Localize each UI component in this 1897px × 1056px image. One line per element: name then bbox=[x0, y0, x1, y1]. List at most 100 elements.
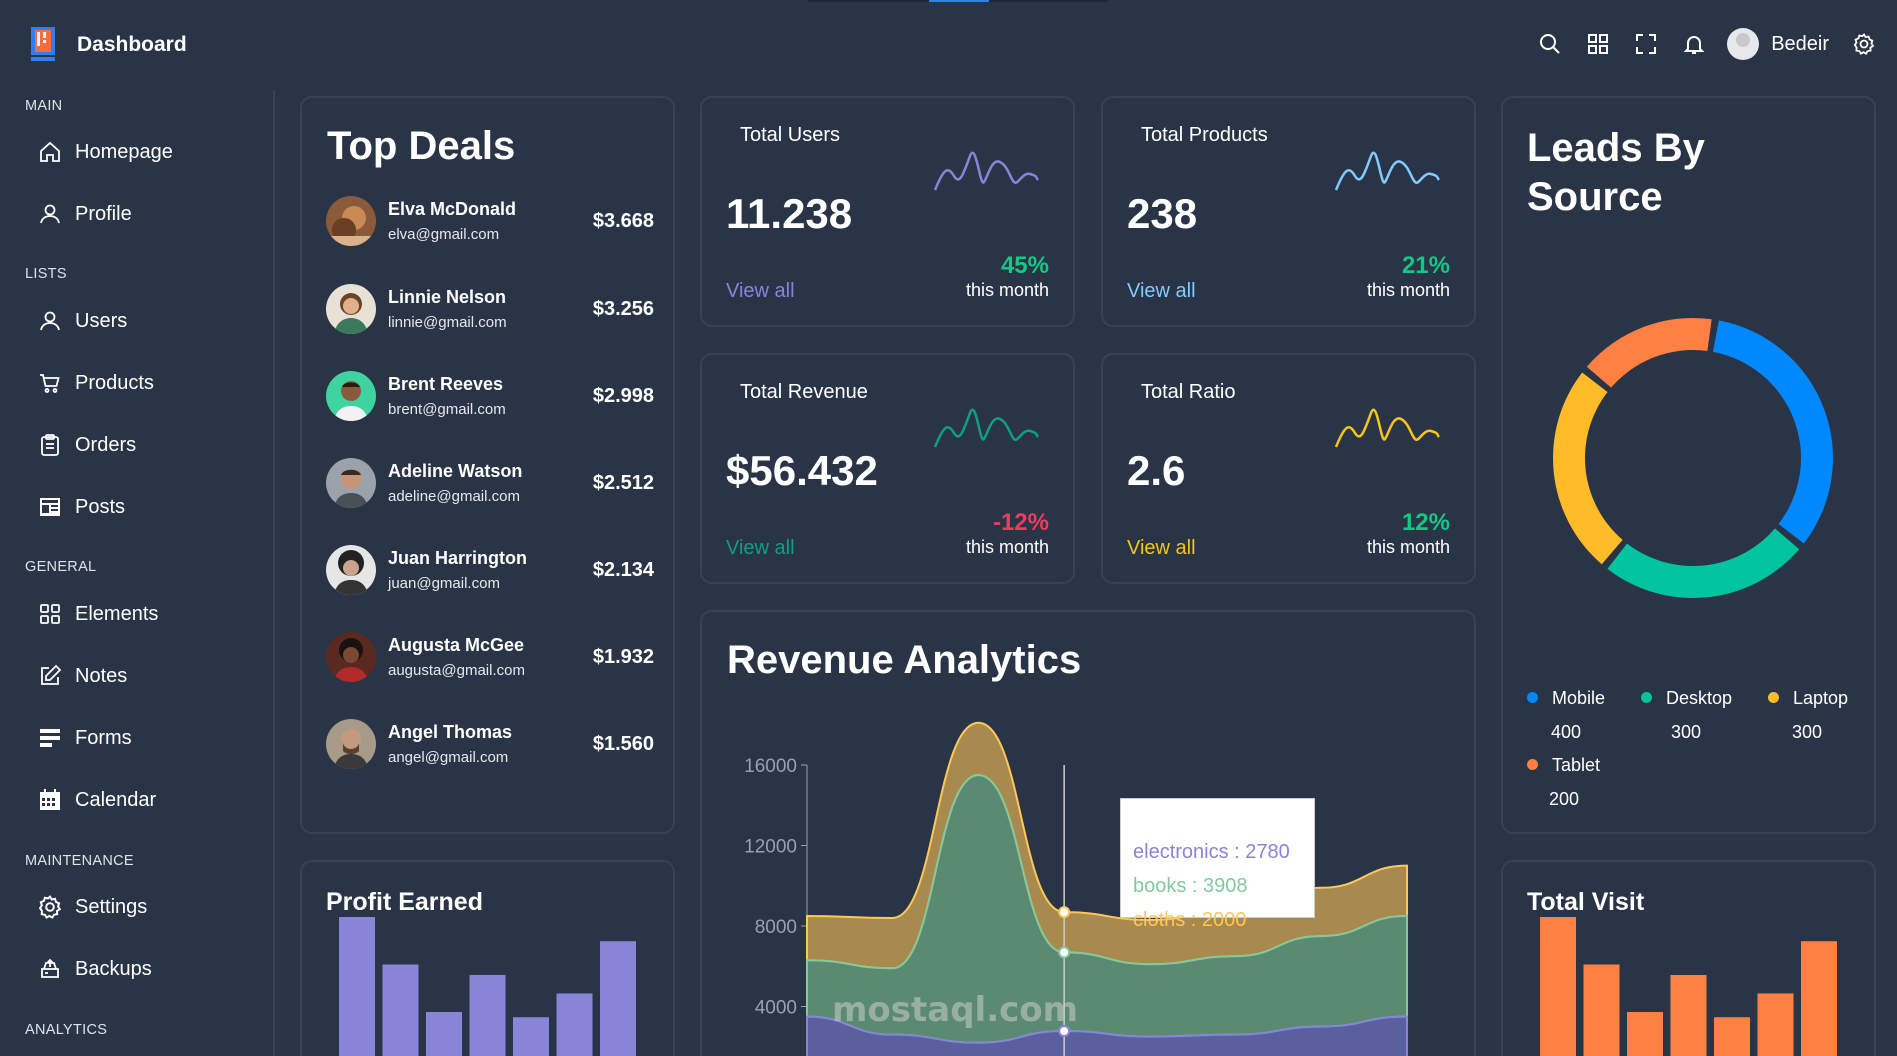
deal-amount: $2.512 bbox=[592, 472, 654, 494]
deal-amount: $1.560 bbox=[592, 733, 654, 755]
revenue-analytics-card: Revenue Analytics 4000 8000 12000 16000 mos… bbox=[700, 610, 1476, 1056]
sidebar-item-label: Notes bbox=[75, 664, 128, 687]
search-icon[interactable] bbox=[1535, 29, 1565, 59]
bar[interactable] bbox=[513, 1017, 549, 1056]
sidebar-item-calendar[interactable]: Calendar bbox=[36, 784, 156, 816]
stat-title: Total Users bbox=[740, 124, 841, 146]
hover-point-books bbox=[1058, 946, 1071, 959]
gear-icon[interactable] bbox=[1849, 29, 1879, 59]
deal-email: brent@gmail.com bbox=[388, 401, 506, 418]
top-loading-bar bbox=[808, 0, 1108, 2]
stat-percent: -12% bbox=[992, 509, 1049, 536]
legend-dot bbox=[1527, 692, 1538, 703]
list-item[interactable]: Elva McDonald elva@gmail.com $3.668 bbox=[326, 196, 654, 248]
sidebar: MAIN Homepage Profile LISTS Users Produc… bbox=[0, 90, 273, 1056]
user-icon bbox=[36, 200, 64, 228]
sidebar-item-backups[interactable]: Backups bbox=[36, 953, 152, 985]
legend-item-laptop: Laptop bbox=[1768, 688, 1848, 709]
tooltip-electronics: electronics : 2780 bbox=[1133, 841, 1290, 863]
stat-title: Total Products bbox=[1141, 124, 1268, 146]
avatar bbox=[326, 458, 376, 508]
bar[interactable] bbox=[1801, 941, 1837, 1056]
bar[interactable] bbox=[339, 917, 375, 1056]
sidebar-item-homepage[interactable]: Homepage bbox=[36, 136, 173, 168]
list-item[interactable]: Brent Reeves brent@gmail.com $2.998 bbox=[326, 371, 654, 423]
sidebar-item-label: Elements bbox=[75, 602, 159, 625]
sidebar-item-orders[interactable]: Orders bbox=[36, 429, 136, 461]
logo-icon bbox=[31, 27, 55, 61]
sidebar-item-forms[interactable]: Forms bbox=[36, 722, 132, 754]
list-item[interactable]: Angel Thomas angel@gmail.com $1.560 bbox=[326, 719, 654, 771]
bar[interactable] bbox=[1714, 1017, 1750, 1056]
donut-slice-tablet[interactable] bbox=[1586, 318, 1712, 388]
avatar bbox=[326, 719, 376, 769]
stat-card-products: Total Products 238 View all 21% this mon… bbox=[1101, 96, 1476, 327]
top-deals-title: Top Deals bbox=[327, 124, 516, 168]
list-item[interactable]: Linnie Nelson linnie@gmail.com $3.256 bbox=[326, 284, 654, 336]
bar[interactable] bbox=[556, 993, 593, 1056]
avatar bbox=[326, 284, 376, 334]
deal-name: Elva McDonald bbox=[388, 199, 517, 219]
sidebar-item-label: Orders bbox=[75, 433, 137, 456]
sidebar-item-posts[interactable]: Posts bbox=[36, 491, 125, 523]
user-avatar[interactable] bbox=[1727, 28, 1760, 60]
stat-period: this month bbox=[1366, 537, 1450, 557]
chart-tooltip: electronics : 2780 books : 3908 cloths :… bbox=[1120, 798, 1315, 931]
bar[interactable] bbox=[1670, 974, 1707, 1056]
view-all-link[interactable]: View all bbox=[1127, 280, 1196, 302]
revenue-title: Revenue Analytics bbox=[727, 638, 1082, 682]
deal-amount: $2.134 bbox=[592, 559, 654, 581]
sidebar-item-users[interactable]: Users bbox=[36, 305, 127, 337]
legend-value: 400 bbox=[1551, 722, 1582, 742]
sidebar-item-profile[interactable]: Profile bbox=[36, 198, 132, 230]
app-title[interactable]: Dashboard bbox=[77, 33, 187, 56]
sidebar-item-settings[interactable]: Settings bbox=[36, 891, 147, 923]
apps-icon[interactable] bbox=[1583, 29, 1613, 59]
legend-value: 300 bbox=[1792, 722, 1823, 742]
calendar-icon bbox=[36, 786, 64, 814]
bar[interactable] bbox=[382, 964, 419, 1056]
leads-title-line2: Source bbox=[1527, 175, 1663, 219]
bar[interactable] bbox=[426, 1012, 462, 1056]
deal-email: adeline@gmail.com bbox=[388, 488, 520, 505]
sidebar-item-notes[interactable]: Notes bbox=[36, 660, 127, 692]
view-all-link[interactable]: View all bbox=[1127, 537, 1196, 559]
backup-icon bbox=[36, 955, 64, 983]
bar[interactable] bbox=[1627, 1012, 1663, 1056]
deal-name: Adeline Watson bbox=[388, 461, 523, 481]
bar[interactable] bbox=[1540, 917, 1576, 1056]
legend-dot bbox=[1768, 692, 1779, 703]
sidebar-item-label: Homepage bbox=[75, 140, 173, 163]
bar[interactable] bbox=[1583, 964, 1620, 1056]
list-item[interactable]: Augusta McGee augusta@gmail.com $1.932 bbox=[326, 632, 654, 684]
legend-value: 300 bbox=[1671, 722, 1702, 742]
view-all-link[interactable]: View all bbox=[726, 280, 795, 302]
stat-title: Total Revenue bbox=[740, 381, 868, 403]
sidebar-item-label: Forms bbox=[75, 726, 132, 749]
donut-slice-desktop[interactable] bbox=[1607, 528, 1800, 598]
newspaper-icon bbox=[36, 493, 64, 521]
bar[interactable] bbox=[469, 974, 506, 1056]
sidebar-item-products[interactable]: Products bbox=[36, 367, 154, 399]
stat-period: this month bbox=[1366, 280, 1450, 300]
view-all-link[interactable]: View all bbox=[726, 537, 795, 559]
deal-email: juan@gmail.com bbox=[388, 575, 500, 592]
deal-amount: $3.668 bbox=[592, 210, 654, 232]
sparkline-chart bbox=[933, 408, 1039, 448]
bar[interactable] bbox=[1757, 993, 1794, 1056]
sidebar-item-elements[interactable]: Elements bbox=[36, 598, 158, 630]
section-title-maintenance: MAINTENANCE bbox=[25, 853, 134, 869]
area-series-cloths[interactable] bbox=[806, 721, 1408, 970]
donut-slice-laptop[interactable] bbox=[1553, 372, 1623, 565]
list-item[interactable]: Adeline Watson adeline@gmail.com $2.512 bbox=[326, 458, 654, 510]
hover-point-cloths bbox=[1058, 906, 1071, 919]
list-item[interactable]: Juan Harrington juan@gmail.com $2.134 bbox=[326, 545, 654, 597]
donut-slice-mobile[interactable] bbox=[1712, 320, 1833, 544]
bar[interactable] bbox=[600, 941, 636, 1056]
deal-email: augusta@gmail.com bbox=[388, 662, 525, 679]
stat-period: this month bbox=[965, 280, 1049, 300]
username[interactable]: Bedeir bbox=[1771, 32, 1829, 55]
fullscreen-icon[interactable] bbox=[1631, 29, 1661, 59]
area-series-electronics[interactable] bbox=[806, 1015, 1408, 1056]
notification-icon[interactable] bbox=[1679, 29, 1709, 59]
